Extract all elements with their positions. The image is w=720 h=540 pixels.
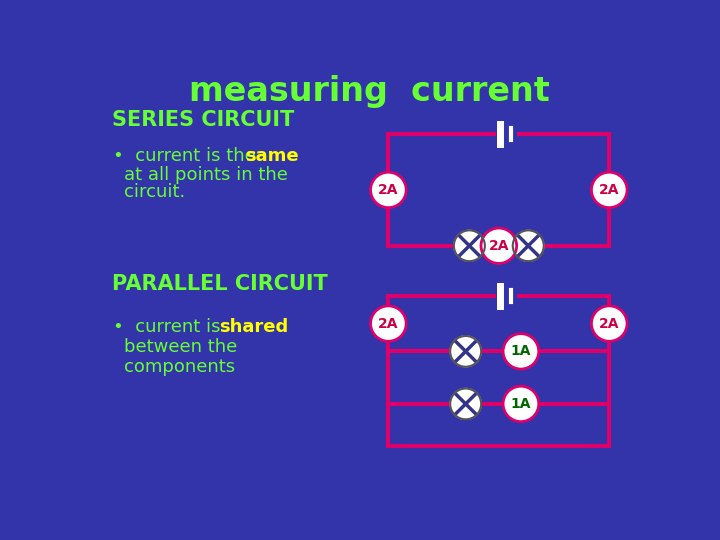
Text: 1A: 1A bbox=[510, 345, 531, 359]
Text: components: components bbox=[124, 357, 235, 376]
Text: same: same bbox=[245, 147, 299, 165]
Text: PARALLEL CIRCUIT: PARALLEL CIRCUIT bbox=[112, 274, 328, 294]
Circle shape bbox=[503, 386, 539, 422]
Text: •  current is: • current is bbox=[113, 318, 227, 335]
Circle shape bbox=[450, 388, 481, 419]
Text: shared: shared bbox=[219, 318, 288, 335]
Circle shape bbox=[513, 231, 544, 261]
Circle shape bbox=[371, 306, 406, 341]
Text: •  current is the: • current is the bbox=[113, 147, 262, 165]
Circle shape bbox=[450, 336, 481, 367]
Text: between the: between the bbox=[124, 339, 238, 356]
Circle shape bbox=[481, 228, 517, 264]
Text: 2A: 2A bbox=[489, 239, 509, 253]
Circle shape bbox=[454, 231, 485, 261]
Circle shape bbox=[503, 334, 539, 369]
Text: 2A: 2A bbox=[378, 316, 399, 330]
Text: circuit.: circuit. bbox=[124, 183, 185, 201]
Circle shape bbox=[591, 306, 627, 341]
Text: measuring  current: measuring current bbox=[189, 75, 549, 108]
Text: 1A: 1A bbox=[510, 397, 531, 411]
Text: SERIES CIRCUIT: SERIES CIRCUIT bbox=[112, 110, 294, 130]
Text: at all points in the: at all points in the bbox=[124, 166, 288, 184]
Text: 2A: 2A bbox=[599, 316, 619, 330]
Circle shape bbox=[371, 172, 406, 208]
Circle shape bbox=[591, 172, 627, 208]
Text: 2A: 2A bbox=[599, 183, 619, 197]
Text: 2A: 2A bbox=[378, 183, 399, 197]
